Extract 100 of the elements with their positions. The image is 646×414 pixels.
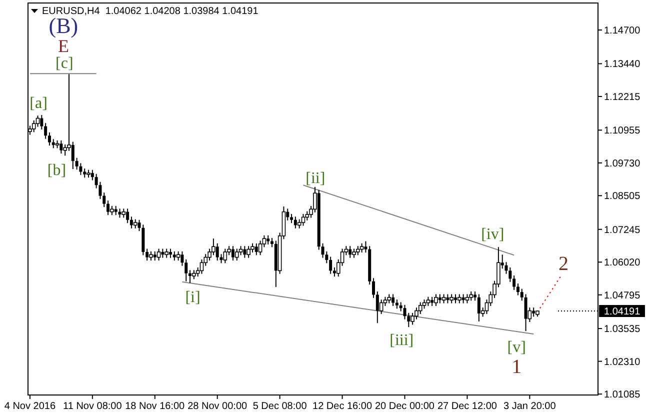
candlestick xyxy=(434,294,438,306)
y-tick-label: 1.07245 xyxy=(604,224,641,236)
candlestick xyxy=(426,296,430,306)
y-tick-label: 1.10955 xyxy=(604,126,641,137)
candlestick xyxy=(407,312,410,328)
candlestick xyxy=(188,270,192,284)
x-tick-label: 5 Dec 08:00 xyxy=(252,401,308,412)
candlestick xyxy=(352,248,356,258)
candlestick xyxy=(172,250,176,261)
annotation: [ii] xyxy=(306,170,326,187)
y-tick-label: 1.13440 xyxy=(604,59,641,70)
candlestick xyxy=(364,240,368,253)
candlestick xyxy=(153,250,156,261)
x-tick-label: 4 Nov 2016 xyxy=(4,401,56,412)
candlestick xyxy=(442,294,446,304)
candlestick xyxy=(192,270,196,280)
x-tick-label: 27 Dec 12:00 xyxy=(437,401,498,412)
candlestick xyxy=(52,138,55,149)
candlestick xyxy=(254,242,258,256)
candlestick xyxy=(223,248,228,264)
x-tick-label: 3 Jan 20:00 xyxy=(504,401,556,412)
candlestick xyxy=(44,122,48,140)
candlestick xyxy=(32,120,36,133)
candlestick xyxy=(184,258,188,282)
y-tick-label: 1.03535 xyxy=(604,324,641,336)
candlestick xyxy=(71,141,74,170)
y-tick-label: 1.08505 xyxy=(604,191,641,202)
candlestick xyxy=(520,288,524,302)
candlestick xyxy=(146,248,149,261)
candlestick xyxy=(133,218,138,229)
candlestick xyxy=(348,246,352,258)
y-tick-label: 1.12215 xyxy=(604,92,641,103)
candlestick xyxy=(48,132,51,146)
y-tick-label: 1.09730 xyxy=(604,158,641,170)
candlestick xyxy=(438,294,442,304)
ref-line-label: 1.04191 xyxy=(604,306,641,318)
candlestick xyxy=(403,304,406,320)
candlestick xyxy=(376,291,379,324)
annotation: [iv] xyxy=(481,226,504,243)
candlestick xyxy=(110,205,114,216)
candlestick xyxy=(477,294,480,322)
candlestick xyxy=(164,248,168,258)
annotation: [i] xyxy=(185,289,200,306)
candlestick xyxy=(356,246,360,256)
y-tick-label: 1.06020 xyxy=(604,258,641,269)
y-tick-label: 1.01085 xyxy=(604,390,641,401)
annotation: E xyxy=(58,36,69,56)
candlestick xyxy=(40,114,44,130)
candlestick xyxy=(360,242,364,253)
candlestick xyxy=(387,294,392,304)
candlestick xyxy=(469,291,474,302)
candlestick xyxy=(372,278,376,298)
candlestick xyxy=(149,250,153,261)
candlestick xyxy=(532,307,536,318)
candlestick xyxy=(516,282,520,296)
candlestick xyxy=(462,294,465,304)
annotation: 2 xyxy=(558,253,569,275)
candlestick xyxy=(294,216,297,229)
x-tick-label: 20 Dec 00:00 xyxy=(374,401,435,412)
y-tick-label: 1.04795 xyxy=(604,290,641,302)
annotation: [b] xyxy=(47,162,66,179)
x-tick-label: 11 Nov 08:00 xyxy=(63,401,122,412)
candlestick xyxy=(126,208,130,224)
candlestick xyxy=(243,246,246,258)
candlestick xyxy=(465,294,470,304)
candlestick xyxy=(102,192,106,208)
candlestick xyxy=(90,169,94,181)
candlestick xyxy=(301,213,306,226)
annotation: 1 xyxy=(512,356,522,378)
candlestick xyxy=(290,213,294,224)
y-tick-label: 1.02310 xyxy=(604,356,641,368)
candlestick xyxy=(430,296,434,306)
candlestick xyxy=(458,294,462,304)
annotation: [c] xyxy=(56,55,74,72)
candlestick xyxy=(266,234,270,245)
candlestick xyxy=(220,254,223,264)
candlestick xyxy=(446,294,450,304)
candlestick xyxy=(234,248,239,261)
candlestick xyxy=(161,248,164,258)
candlestick xyxy=(450,294,454,304)
candlestick xyxy=(216,242,219,261)
candlestick xyxy=(106,200,110,216)
candlestick xyxy=(329,256,332,274)
annotation: [v] xyxy=(507,339,526,356)
candlestick xyxy=(60,140,63,154)
annotation: [iii] xyxy=(390,332,414,349)
candlestick xyxy=(512,274,516,290)
candlestick xyxy=(114,205,118,216)
candlestick xyxy=(270,238,274,248)
candlestick xyxy=(156,248,161,261)
candlestick xyxy=(246,246,250,258)
candlestick xyxy=(524,294,528,332)
x-tick-label: 18 Nov 16:00 xyxy=(125,401,186,412)
candlestick xyxy=(395,299,398,310)
x-tick-label: 28 Nov 00:00 xyxy=(188,401,248,412)
candlestick xyxy=(180,250,184,266)
annotation: [a] xyxy=(30,95,48,112)
y-tick-label: 1.14700 xyxy=(604,26,641,37)
candlestick xyxy=(118,208,122,218)
candlestick xyxy=(83,168,86,178)
